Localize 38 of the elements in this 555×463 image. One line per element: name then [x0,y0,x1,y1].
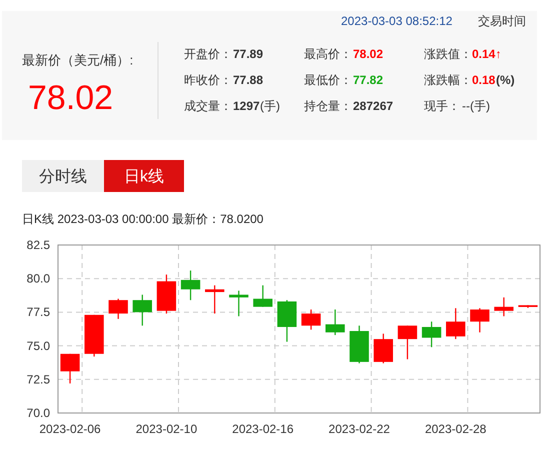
text: 最新价（美元/桶）: [22,52,134,68]
text: 287267 [353,99,394,113]
text: 现手： [424,99,460,113]
x-tick-label: 2023-02-16 [232,422,294,436]
text: 77.88 [233,73,264,87]
y-tick-label: 82.5 [26,238,50,252]
text: 成交量： [184,99,232,113]
text: 昨收价： [184,73,232,87]
x-tick-label: 2023-02-22 [328,422,390,436]
text: 最高价： [304,47,352,61]
x-tick-label: 2023-02-28 [424,422,487,436]
y-tick-label: 70.0 [26,406,50,420]
text: 1297 [233,99,260,113]
text: 交易时间 [478,14,526,28]
text: 涨跌幅： [424,73,472,87]
text: 最低价： [304,73,352,87]
text: 77.82 [353,73,384,87]
text: (手) [260,99,280,113]
y-tick-label: 80.0 [26,272,50,286]
text: 78.02 [353,47,384,61]
text: 分时线 [39,168,87,186]
x-tick-label: 2023-02-06 [39,422,102,436]
text: 涨跌值： [424,47,472,61]
y-tick-label: 72.5 [26,372,50,386]
chart-title: 日K线 2023-03-03 00:00:00 最新价：78.0200 [22,212,264,226]
text: 78.02 [28,79,114,117]
text: --(手) [462,99,490,113]
text: 日k线 [124,168,164,186]
y-tick-label: 75.0 [26,338,50,353]
text: 持仓量： [304,99,352,113]
text: 0.18 [472,73,496,87]
text: 0.14↑ [472,47,502,61]
text: 77.89 [233,47,264,61]
x-tick-label: 2023-02-10 [136,422,198,436]
y-tick-label: 77.5 [26,305,50,320]
text: 2023-03-03 08:52:12 [341,14,453,28]
text: (%) [496,73,515,87]
text: 开盘价： [184,47,232,61]
